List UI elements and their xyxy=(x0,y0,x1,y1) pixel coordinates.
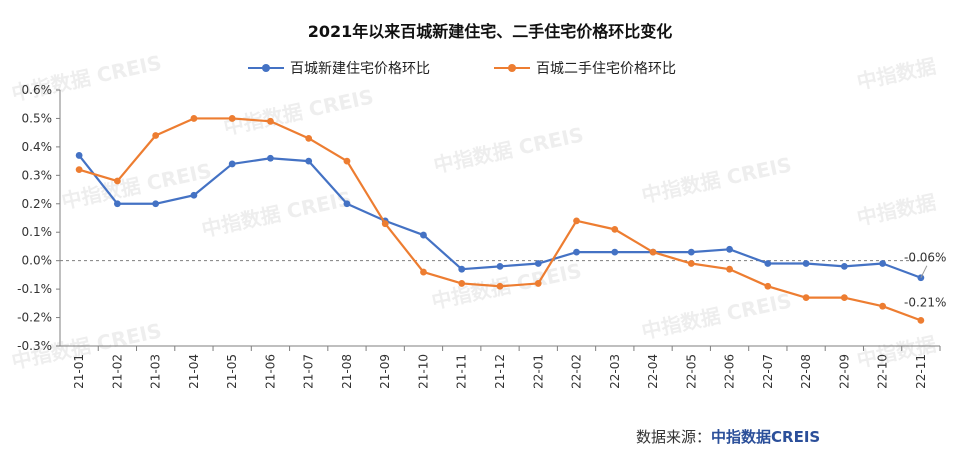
data-point-new-home xyxy=(611,248,619,256)
data-point-new-home xyxy=(228,160,236,168)
data-point-second-hand xyxy=(840,294,848,302)
data-point-new-home xyxy=(343,200,351,208)
x-tick-label: 21-08 xyxy=(340,354,354,389)
data-point-new-home xyxy=(113,200,121,208)
data-point-second-hand xyxy=(687,260,695,267)
data-source: 数据来源：中指数据CREIS xyxy=(636,426,820,447)
legend-label-second: 百城二手住宅价格环比 xyxy=(536,61,676,77)
data-point-second-hand xyxy=(75,166,83,174)
data-point-second-hand xyxy=(611,225,619,233)
x-tick-label: 22-05 xyxy=(684,354,698,389)
data-point-second-hand xyxy=(649,248,657,256)
data-point-second-hand xyxy=(152,132,160,139)
legend-item-new: 百城新建住宅价格环比 xyxy=(248,58,430,78)
x-tick-label: 21-06 xyxy=(263,354,277,389)
x-tick-label: 22-08 xyxy=(799,354,813,389)
y-tick-label: 0.1% xyxy=(22,225,53,239)
data-point-new-home xyxy=(190,191,198,199)
y-tick-label: 0.5% xyxy=(22,111,53,125)
data-point-second-hand xyxy=(228,115,236,122)
data-point-new-home xyxy=(305,157,313,165)
data-point-second-hand xyxy=(381,220,389,228)
series-line-second-hand xyxy=(78,117,922,322)
data-point-second-hand xyxy=(190,115,198,122)
annotation-leader-new xyxy=(920,265,928,278)
source-brand: 中指数据CREIS xyxy=(711,428,821,446)
y-tick-label: 0.4% xyxy=(22,140,53,154)
x-tick-label: 22-06 xyxy=(723,354,737,389)
data-point-second-hand xyxy=(420,268,427,276)
x-tick-label: 22-10 xyxy=(876,354,890,389)
data-point-new-home xyxy=(917,274,925,282)
y-tick-label: 0.6% xyxy=(22,83,53,97)
annotation-label-new: -0.06% xyxy=(904,251,946,265)
x-tick-label: 22-03 xyxy=(608,354,622,389)
x-tick-label: 21-05 xyxy=(225,354,239,389)
x-tick-label: 21-01 xyxy=(72,354,86,389)
data-point-new-home xyxy=(152,200,160,208)
chart-title: 2021年以来百城新建住宅、二手住宅价格环比变化 xyxy=(307,22,673,41)
data-point-second-hand xyxy=(305,134,313,142)
data-point-second-hand xyxy=(764,282,772,290)
data-point-new-home xyxy=(840,262,848,270)
x-tick-label: 22-02 xyxy=(570,354,584,389)
y-tick-label: -0.1% xyxy=(17,282,52,296)
y-tick-label: 0.0% xyxy=(22,254,53,268)
x-tick-label: 22-01 xyxy=(531,354,545,389)
data-point-second-hand xyxy=(534,280,542,287)
data-point-new-home xyxy=(75,152,83,159)
series-line-new-home xyxy=(78,154,922,279)
x-tick-label: 22-11 xyxy=(914,354,928,389)
annotation-label-second: -0.21% xyxy=(904,295,946,309)
y-tick-label: 0.3% xyxy=(22,168,53,182)
data-point-new-home xyxy=(496,262,504,270)
data-point-new-home xyxy=(879,260,887,267)
x-tick-label: 22-09 xyxy=(837,354,851,389)
legend-item-second: 百城二手住宅价格环比 xyxy=(494,58,676,78)
data-point-second-hand xyxy=(113,177,121,185)
x-tick-label: 21-03 xyxy=(149,354,163,389)
data-point-second-hand xyxy=(726,265,733,273)
x-tick-label: 21-11 xyxy=(455,354,469,389)
x-tick-label: 22-07 xyxy=(761,354,775,389)
legend-marker-new xyxy=(248,62,284,74)
data-point-second-hand xyxy=(496,282,504,290)
data-point-new-home xyxy=(267,154,274,162)
x-tick-label: 21-12 xyxy=(493,354,507,389)
data-point-second-hand xyxy=(917,317,925,324)
x-tick-label: 21-09 xyxy=(378,354,392,389)
y-tick-label: 0.2% xyxy=(22,197,53,211)
data-point-second-hand xyxy=(802,294,810,302)
data-point-new-home xyxy=(687,248,695,256)
x-tick-label: 22-04 xyxy=(646,354,660,389)
data-point-new-home xyxy=(764,260,772,267)
legend-label-new: 百城新建住宅价格环比 xyxy=(290,61,430,77)
data-point-second-hand xyxy=(267,117,274,125)
data-point-new-home xyxy=(534,260,542,267)
x-tick-label: 21-04 xyxy=(187,354,201,389)
data-point-new-home xyxy=(458,265,466,273)
y-tick-label: -0.3% xyxy=(17,339,52,353)
data-point-new-home xyxy=(802,260,810,267)
legend-marker-second xyxy=(494,62,530,74)
x-tick-label: 21-10 xyxy=(416,354,430,389)
x-tick-label: 21-07 xyxy=(302,354,316,389)
data-point-second-hand xyxy=(458,280,466,287)
data-point-second-hand xyxy=(573,217,580,225)
x-tick-label: 21-02 xyxy=(110,354,124,389)
data-point-second-hand xyxy=(879,302,887,310)
source-label: 数据来源： xyxy=(636,428,712,446)
data-point-second-hand xyxy=(343,157,351,165)
data-point-new-home xyxy=(573,248,580,256)
data-point-new-home xyxy=(420,231,427,239)
data-point-new-home xyxy=(726,245,733,253)
y-tick-label: -0.2% xyxy=(17,311,52,325)
